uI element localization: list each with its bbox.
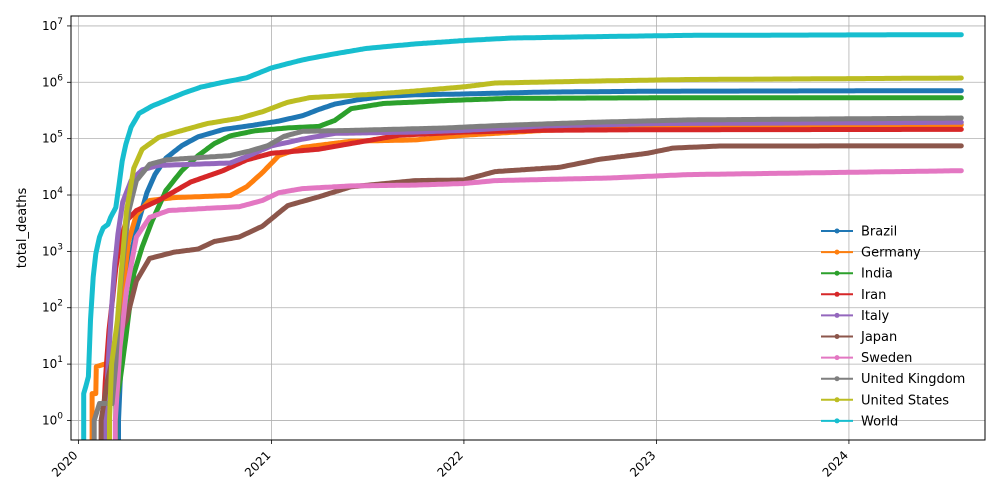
legend-marker [834,418,840,424]
y-tick-label: 105 [42,130,63,146]
legend-label: Brazil [861,225,897,240]
plot-frame [70,15,986,441]
legend-item: United Kingdom [821,372,965,387]
x-axis: 2020 2021 2022 2023 2024 [49,440,851,480]
legend-item: Brazil [821,225,897,240]
x-tick-label: 2020 [49,448,80,479]
series-line-iran [101,126,964,440]
legend-label: Germany [861,246,921,261]
y-tick-label: 102 [42,299,63,315]
legend-marker [834,355,840,361]
legend-marker [834,228,840,234]
series-lines [81,32,964,440]
legend-marker [834,291,840,297]
legend-label: United States [861,393,949,408]
y-tick-label: 104 [42,186,63,202]
y-tick-label: 107 [42,17,63,33]
legend: Brazil Germany India Iran Italy Japan Sweden Un… [821,225,965,429]
legend-item: World [821,414,898,429]
legend-label: Italy [861,309,890,324]
series-line-united-states [107,75,964,440]
x-tick-label: 2021 [242,448,273,479]
legend-marker [834,270,840,276]
legend-item: Japan [821,330,897,345]
x-tick-label: 2024 [820,448,851,479]
legend-label: World [861,414,898,429]
legend-item: United States [821,393,949,408]
legend-item: Italy [821,309,890,324]
legend-marker [834,376,840,382]
series-line-sweden [112,168,964,440]
legend-item: Sweden [821,351,912,366]
y-axis-label: total_deaths [15,188,30,269]
legend-label: Sweden [861,351,912,366]
series-line-india [113,95,964,440]
y-tick-label: 100 [42,411,63,427]
series-line-brazil [116,88,964,440]
legend-marker [834,334,840,339]
y-tick-label: 106 [42,73,63,89]
legend-item: Iran [821,288,886,303]
grid-lines [71,16,985,440]
legend-item: Germany [821,246,921,261]
plot-background [71,16,985,440]
legend-item: India [821,267,893,282]
y-tick-label: 101 [42,355,63,371]
y-axis: 100 101 102 103 104 105 106 107 [42,17,71,427]
x-tick-label: 2022 [435,448,466,479]
legend-label: Japan [860,330,897,345]
legend-label: United Kingdom [861,372,965,387]
x-tick-label: 2023 [627,448,658,479]
series-line-japan [98,143,964,440]
legend-marker [834,249,840,255]
legend-label: India [861,267,893,282]
series-line-united-kingdom [91,115,964,440]
legend-marker [834,312,840,318]
y-tick-label: 103 [42,242,63,258]
legend-label: Iran [861,288,886,303]
series-line-world [81,32,964,440]
legend-marker [834,397,840,403]
